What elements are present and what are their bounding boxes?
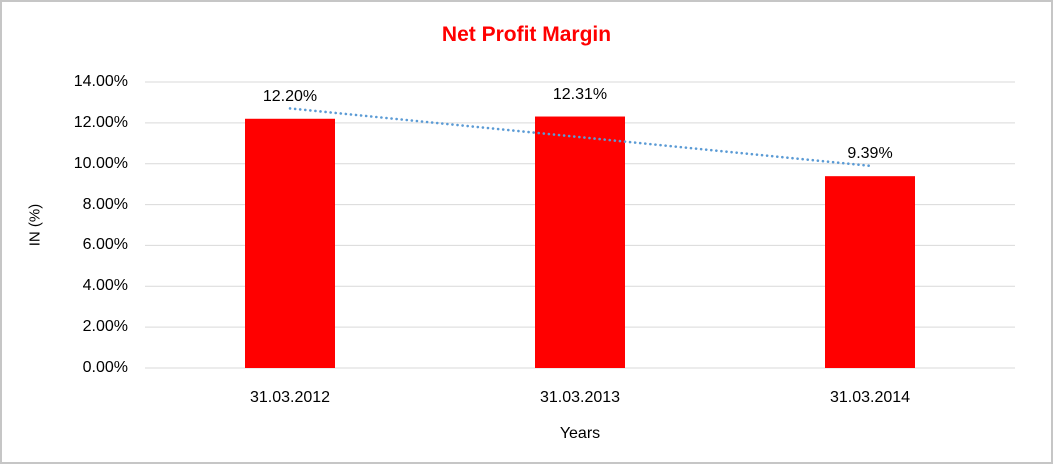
y-tick-label: 8.00% [82, 195, 128, 213]
data-label: 9.39% [847, 145, 893, 163]
trendline [288, 107, 872, 168]
bar-31.03.2012 [245, 118, 335, 369]
data-label: 12.31% [552, 85, 608, 103]
data-label: 12.20% [262, 87, 318, 105]
y-tick-label: 14.00% [73, 73, 128, 90]
chart-title: Net Profit Margin [441, 23, 612, 46]
x-category-label: 31.03.2013 [539, 389, 621, 406]
y-tick-label: 0.00% [82, 359, 128, 376]
x-category-label: 31.03.2014 [829, 389, 911, 406]
y-tick-label: 2.00% [82, 318, 128, 336]
bar-31.03.2014 [825, 176, 915, 368]
y-tick-label: 12.00% [73, 113, 128, 131]
bar-31.03.2013 [535, 116, 625, 368]
y-tick-label: 6.00% [82, 236, 128, 254]
x-category-label: 31.03.2012 [249, 389, 331, 406]
y-tick-label: 4.00% [82, 277, 128, 295]
x-axis-title: Years [559, 425, 601, 442]
y-tick-label: 10.00% [73, 154, 128, 172]
